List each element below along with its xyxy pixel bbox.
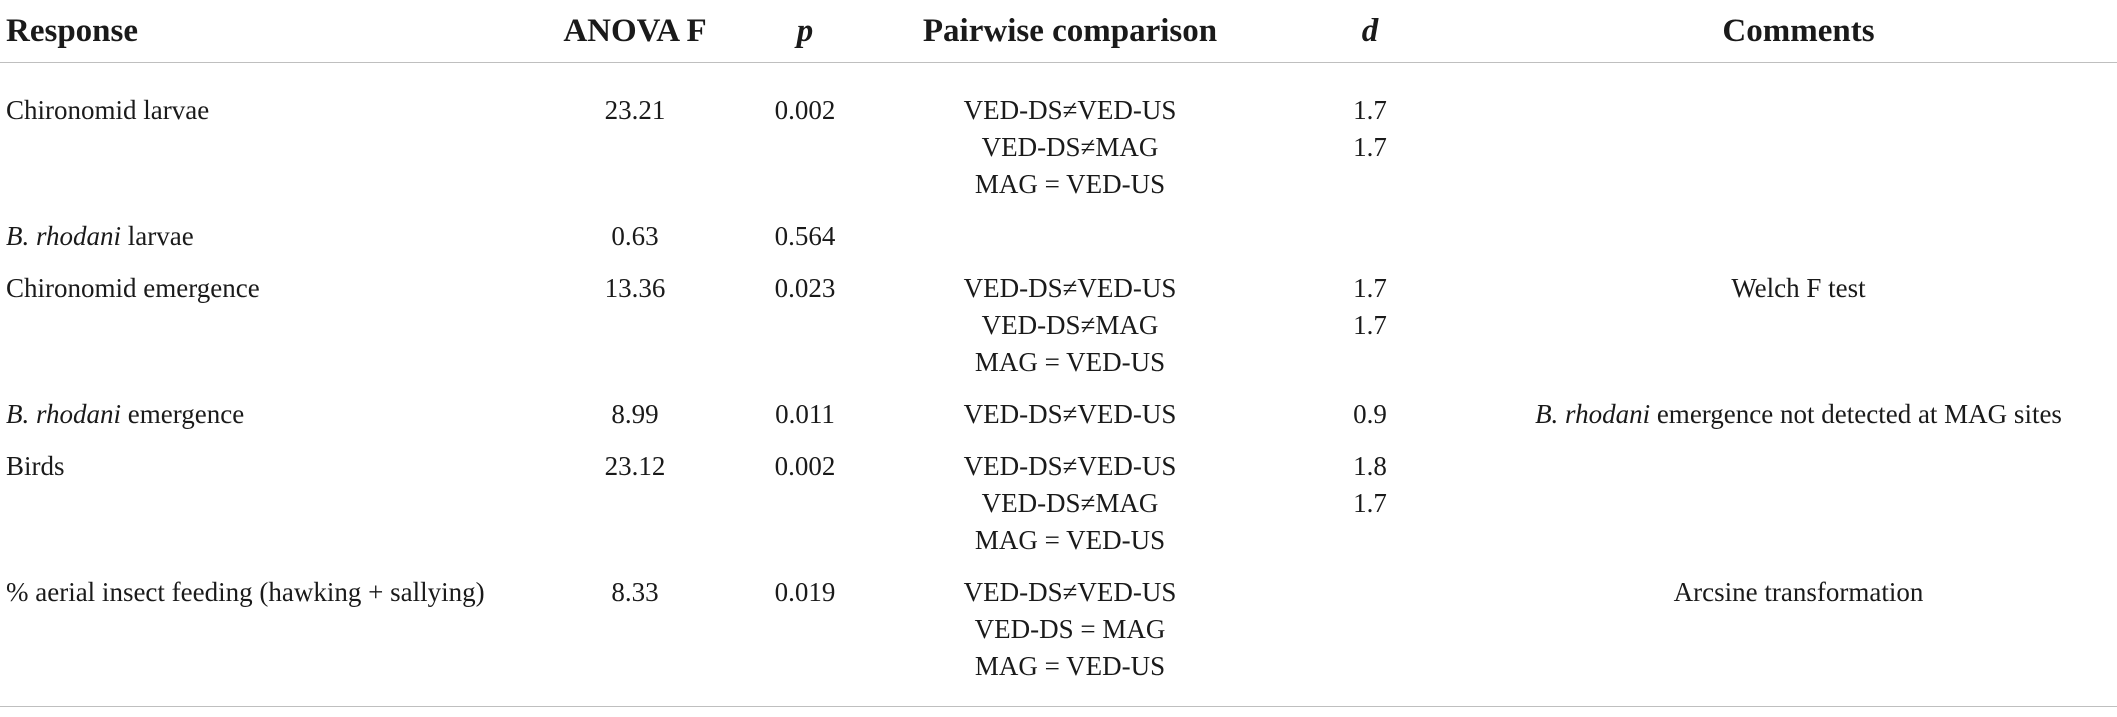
pairwise-comparison: MAG = VED-US [974,525,1166,555]
pairwise-comparison: VED-DS≠VED-US [963,95,1177,125]
cell-response: % aerial insect feeding (hawking + sally… [0,574,540,700]
table-row: B. rhodani emergence 8.99 0.011 VED-DS≠VED-… [0,396,2117,448]
header-d: d [1260,0,1480,63]
effect-size-value: 1.7 [1353,273,1387,303]
table-row: Birds 23.12 0.002 VED-DS≠VED-US VED-DS≠MAG MA… [0,448,2117,574]
anova-results-table: Response ANOVA F p Pairwise comparison d… [0,0,2117,701]
cell-response: B. rhodani larvae [0,218,540,270]
pairwise-comparison: VED-DS≠MAG [981,488,1159,518]
cell-pairwise: VED-DS≠VED-US VED-DS≠MAG MAG = VED-US [880,63,1260,219]
cell-pairwise: VED-DS≠VED-US VED-DS≠MAG MAG = VED-US [880,448,1260,574]
header-p: p [730,0,880,63]
response-label: Chironomid larvae [6,95,210,125]
header-comments: Comments [1480,0,2117,63]
response-label: Chironomid emergence [6,273,260,303]
cell-effect-size [1260,574,1480,700]
pairwise-comparison: VED-DS≠MAG [981,132,1159,162]
effect-size-value: 0.9 [1353,399,1387,429]
cell-response: Birds [0,448,540,574]
response-label: Birds [6,451,65,481]
cell-p-value: 0.002 [774,95,836,125]
results-table-container: Response ANOVA F p Pairwise comparison d… [0,0,2117,701]
pairwise-comparison: MAG = VED-US [974,169,1166,199]
cell-pairwise [880,218,1260,270]
cell-pairwise: VED-DS≠VED-US [880,396,1260,448]
cell-p-value: 0.002 [774,451,836,481]
cell-effect-size: 1.8 1.7 [1260,448,1480,574]
species-name: B. rhodani [6,399,122,429]
cell-comments [1480,218,2117,270]
cell-pairwise: VED-DS≠VED-US VED-DS≠MAG MAG = VED-US [880,270,1260,396]
cell-comments: Welch F test [1480,270,2117,396]
comment-text: Arcsine transformation [1673,577,1924,607]
comment-species-name: B. rhodani [1535,399,1651,429]
cell-anova-f: 0.63 [611,221,659,251]
table-row: Chironomid emergence 13.36 0.023 VED-DS≠VED… [0,270,2117,396]
cell-anova-f: 23.12 [604,451,666,481]
cell-effect-size [1260,218,1480,270]
response-label: emergence [121,399,245,429]
effect-size-value: 1.7 [1353,132,1387,162]
cell-pairwise: VED-DS≠VED-US VED-DS = MAG MAG = VED-US [880,574,1260,700]
effect-size-value: 1.7 [1353,310,1387,340]
cell-response: Chironomid larvae [0,63,540,219]
cell-comments: Arcsine transformation [1480,574,2117,700]
table-row: B. rhodani larvae 0.63 0.564 [0,218,2117,270]
cell-anova-f: 8.33 [611,577,659,607]
cell-anova-f: 13.36 [604,273,666,303]
cell-p-value: 0.019 [774,577,836,607]
species-name: B. rhodani [6,221,122,251]
cell-comments: B. rhodani emergence not detected at MAG… [1480,396,2117,448]
table-row: % aerial insect feeding (hawking + sally… [0,574,2117,700]
comment-text: Welch F test [1731,273,1866,303]
pairwise-comparison: VED-DS≠VED-US [963,273,1177,303]
table-bottom-rule [0,706,2117,707]
cell-anova-f: 8.99 [611,399,659,429]
pairwise-comparison: VED-DS≠VED-US [963,399,1177,429]
cell-response: B. rhodani emergence [0,396,540,448]
cell-effect-size: 1.7 1.7 [1260,63,1480,219]
cell-p-value: 0.023 [774,273,836,303]
comment-text: emergence not detected at MAG sites [1650,399,2062,429]
pairwise-comparison: VED-DS≠VED-US [963,451,1177,481]
effect-size-value: 1.8 [1353,451,1387,481]
cell-comments [1480,63,2117,219]
pairwise-comparison: VED-DS = MAG [974,614,1166,644]
header-row: Response ANOVA F p Pairwise comparison d… [0,0,2117,63]
cell-effect-size: 1.7 1.7 [1260,270,1480,396]
cell-effect-size: 0.9 [1260,396,1480,448]
pairwise-comparison: VED-DS≠MAG [981,310,1159,340]
table-body: Chironomid larvae 23.21 0.002 VED-DS≠VED-US… [0,63,2117,701]
pairwise-comparison: MAG = VED-US [974,651,1166,681]
header-response: Response [0,0,540,63]
header-anova-f: ANOVA F [540,0,730,63]
pairwise-comparison: VED-DS≠VED-US [963,577,1177,607]
cell-comments [1480,448,2117,574]
response-label: % aerial insect feeding (hawking + sally… [6,577,485,607]
table-row: Chironomid larvae 23.21 0.002 VED-DS≠VED-US… [0,63,2117,219]
header-pairwise: Pairwise comparison [880,0,1260,63]
cell-anova-f: 23.21 [604,95,666,125]
pairwise-comparison: MAG = VED-US [974,347,1166,377]
effect-size-value: 1.7 [1353,95,1387,125]
response-label: larvae [121,221,194,251]
cell-response: Chironomid emergence [0,270,540,396]
cell-p-value: 0.564 [774,221,836,251]
effect-size-value: 1.7 [1353,488,1387,518]
cell-p-value: 0.011 [775,399,835,429]
